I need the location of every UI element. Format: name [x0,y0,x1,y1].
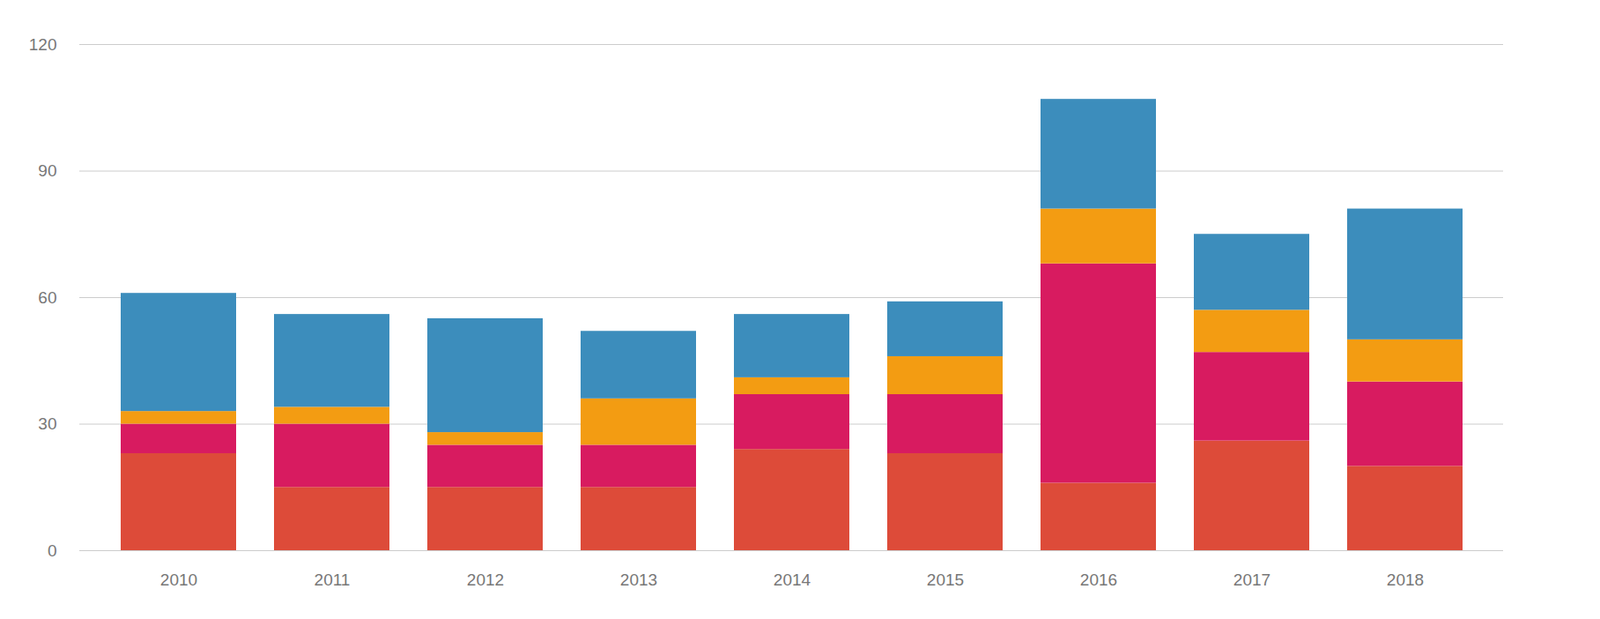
svg-text:2012: 2012 [466,570,504,589]
svg-text:2015: 2015 [926,570,964,589]
svg-text:0: 0 [47,540,58,560]
svg-text:2011: 2011 [314,570,351,589]
svg-text:120: 120 [29,35,58,54]
svg-text:60: 60 [37,288,57,307]
svg-text:2016: 2016 [1080,570,1118,589]
svg-text:2018: 2018 [1386,570,1424,589]
svg-text:2013: 2013 [620,570,658,589]
svg-text:2017: 2017 [1233,570,1271,589]
svg-text:90: 90 [37,161,57,180]
svg-text:2014: 2014 [773,570,812,589]
svg-text:30: 30 [37,414,57,433]
svg-text:2010: 2010 [160,570,198,589]
